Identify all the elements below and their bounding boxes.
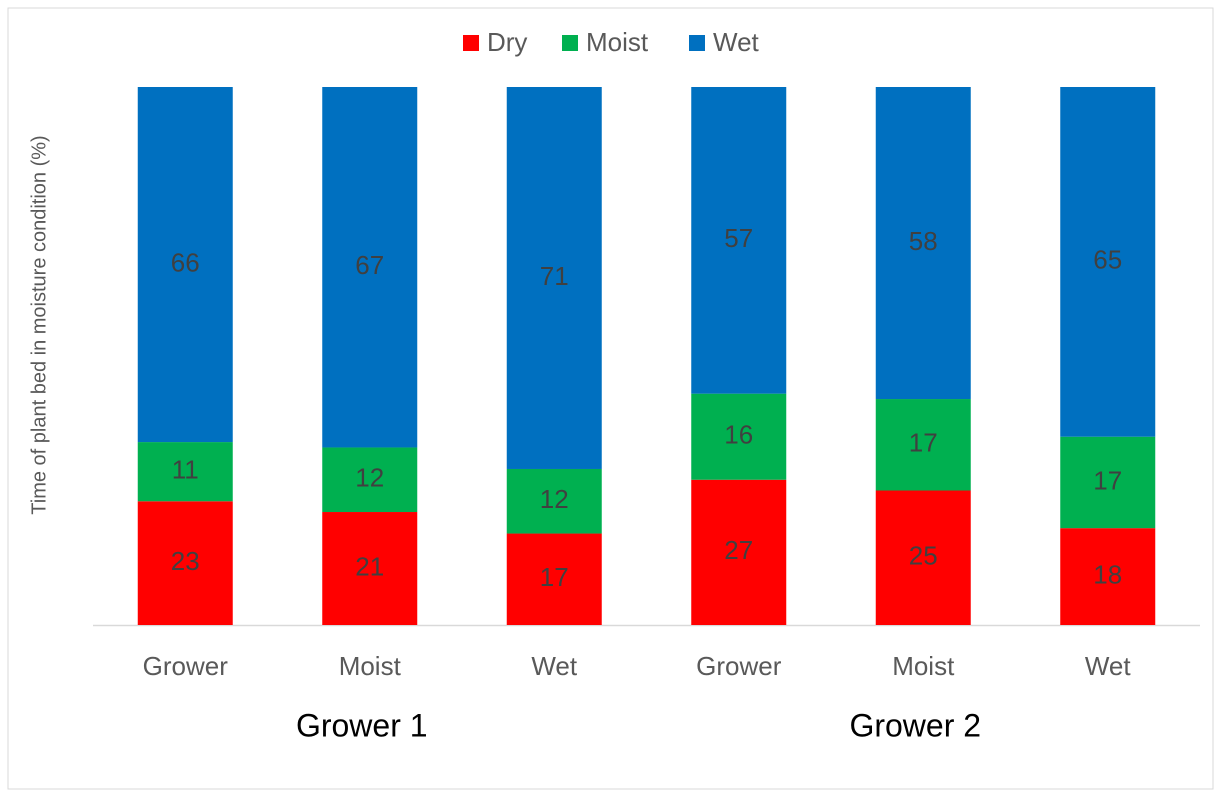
bar-segment	[691, 393, 787, 480]
bar-segment	[1060, 436, 1156, 529]
bar-segment	[137, 87, 233, 443]
legend-label: Moist	[586, 27, 649, 57]
bar-segment	[691, 87, 787, 394]
x-tick-label: Grower	[143, 651, 229, 681]
y-axis-label: Time of plant bed in moisture condition …	[28, 135, 50, 514]
x-tick-label: Wet	[1085, 651, 1132, 681]
data-label: 12	[355, 463, 384, 493]
legend-swatch	[689, 35, 705, 51]
data-label: 21	[355, 551, 384, 581]
bar-segment	[1060, 528, 1156, 625]
data-label: 66	[171, 247, 200, 277]
legend-label: Wet	[713, 27, 760, 57]
legend-label: Dry	[487, 27, 527, 57]
data-label: 58	[909, 226, 938, 256]
data-label: 17	[1093, 465, 1122, 495]
bar-segment	[875, 399, 971, 491]
bar-segment	[1060, 87, 1156, 437]
bar-segment	[322, 87, 418, 448]
data-label: 27	[724, 535, 753, 565]
data-label: 18	[1093, 559, 1122, 589]
group-label: Grower 1	[296, 707, 428, 743]
bar-segment	[322, 512, 418, 625]
bar-segment	[875, 490, 971, 625]
data-label: 17	[909, 428, 938, 458]
data-label: 16	[724, 420, 753, 450]
bar-segment	[137, 442, 233, 502]
group-label: Grower 2	[849, 707, 981, 743]
legend-swatch	[463, 35, 479, 51]
data-label: 71	[540, 261, 569, 291]
data-label: 57	[724, 223, 753, 253]
bar-segment	[506, 533, 602, 625]
bar-segment	[875, 87, 971, 400]
bar-segment	[506, 468, 602, 534]
data-label: 11	[172, 455, 199, 485]
bar-segment	[322, 447, 418, 513]
data-label: 65	[1093, 245, 1122, 275]
x-tick-label: Moist	[892, 651, 955, 681]
bar-segment	[691, 479, 787, 625]
data-label: 17	[540, 562, 569, 592]
bar-segment	[506, 87, 602, 469]
data-label: 12	[540, 484, 569, 514]
data-label: 25	[909, 541, 938, 571]
data-label: 23	[171, 546, 200, 576]
bar-segment	[137, 501, 233, 625]
legend-swatch	[562, 35, 578, 51]
data-label: 67	[355, 250, 384, 280]
x-tick-label: Wet	[531, 651, 578, 681]
x-tick-label: Grower	[696, 651, 782, 681]
x-tick-label: Moist	[339, 651, 402, 681]
